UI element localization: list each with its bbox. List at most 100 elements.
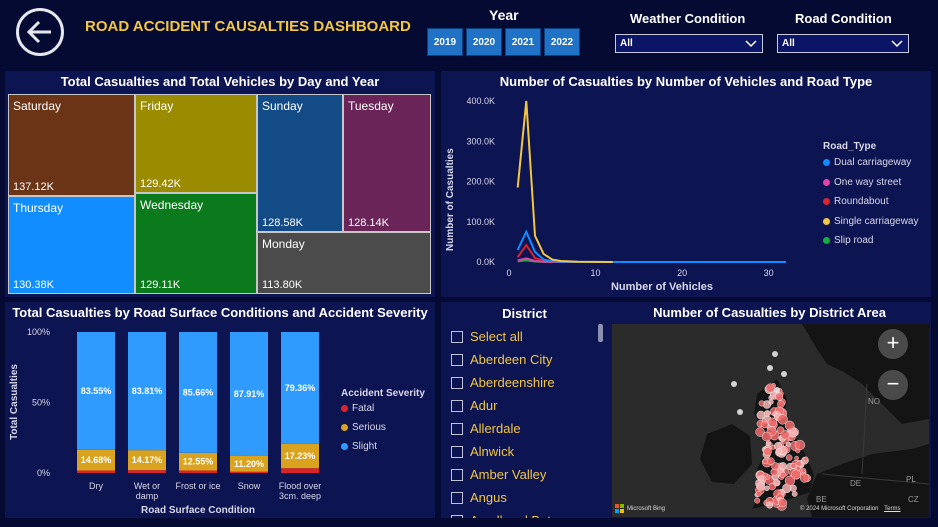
checkbox[interactable] <box>451 491 463 504</box>
line-legend-item[interactable]: Slip road <box>823 235 873 246</box>
treemap-cell-label: Thursday <box>13 201 64 215</box>
bar-legend-item[interactable]: Fatal <box>341 403 374 414</box>
zoom-in-button[interactable]: + <box>878 329 908 359</box>
treemap-cell-wednesday[interactable]: Wednesday 129.11K <box>135 193 257 294</box>
microsoft-logo-icon <box>615 504 624 513</box>
treemap-cell-thursday[interactable]: Thursday 130.38K <box>8 196 135 294</box>
map-canvas[interactable]: NO DE PL BE CZ + − Microsoft Bing © 2024… <box>612 324 929 517</box>
zoom-out-button[interactable]: − <box>878 370 908 400</box>
treemap-cell-tuesday[interactable]: Tuesday 128.14K <box>343 94 431 232</box>
map-bubble <box>777 414 788 425</box>
line-y-tick-label: 100.0K <box>466 217 495 227</box>
district-item[interactable]: Adur <box>451 398 497 413</box>
map-border <box>861 383 868 475</box>
treemap-cell-friday[interactable]: Friday 129.42K <box>135 94 257 193</box>
map-bubble <box>763 447 772 456</box>
checkbox[interactable] <box>451 353 463 366</box>
year-button-2021[interactable]: 2021 <box>505 28 541 56</box>
line-y-tick-label: 400.0K <box>466 96 495 106</box>
bar-data-label: 79.36% <box>285 383 316 393</box>
checkbox[interactable] <box>451 445 463 458</box>
line-legend-item[interactable]: Single carriageway <box>823 216 919 227</box>
map-bubble <box>794 455 799 461</box>
map-bubble <box>758 400 765 407</box>
road-condition-dropdown[interactable]: All <box>777 34 909 53</box>
year-button-2019[interactable]: 2019 <box>427 28 463 56</box>
map-bubble <box>766 457 775 466</box>
map-bubble <box>737 409 743 415</box>
district-item[interactable]: Aberdeen City <box>451 352 552 367</box>
treemap-cell-value: 113.80K <box>262 279 303 291</box>
treemap-cell-saturday[interactable]: Saturday 137.12K <box>8 94 135 196</box>
checkbox[interactable] <box>451 376 463 389</box>
bar-segment-serious <box>281 443 319 469</box>
map-land-ireland <box>700 424 752 484</box>
map-bubble <box>754 497 761 504</box>
map-terms-link[interactable]: Terms <box>884 506 901 512</box>
bar-category-label: 3cm. deep <box>279 491 321 501</box>
map-bubble <box>756 482 765 491</box>
treemap-cell-monday[interactable]: Monday 113.80K <box>257 232 431 294</box>
checkbox[interactable] <box>451 399 463 412</box>
line-y-tick-label: 300.0K <box>466 136 495 146</box>
district-item[interactable]: Amber Valley <box>451 467 546 482</box>
district-item[interactable]: Allerdale <box>451 421 521 436</box>
legend-label: Roundabout <box>834 196 889 207</box>
map-bubble <box>772 351 778 357</box>
map-bubble <box>779 471 786 478</box>
map-bubbles <box>731 351 812 511</box>
bar-category-label: Wet or <box>134 481 160 491</box>
bing-logo-text: Microsoft Bing <box>627 505 666 512</box>
weather-condition-dropdown[interactable]: All <box>615 34 763 53</box>
arrow-left-icon <box>26 20 51 44</box>
bar-data-label: 14.68% <box>81 455 112 465</box>
checkbox[interactable] <box>451 422 463 435</box>
map-bubble <box>803 456 809 462</box>
checkbox[interactable] <box>451 514 463 518</box>
line-chart-panel: Number of Casualties by Number of Vehicl… <box>441 71 931 297</box>
district-item[interactable]: Alnwick <box>451 444 514 459</box>
checkbox[interactable] <box>451 468 463 481</box>
line-legend-item[interactable]: Roundabout <box>823 196 889 207</box>
line-series-single-carriageway <box>516 100 613 263</box>
back-button[interactable] <box>16 8 64 56</box>
bar-data-label: 85.66% <box>183 387 214 397</box>
map-bubble <box>784 475 796 486</box>
district-item[interactable]: Select all <box>451 329 523 344</box>
line-legend-item[interactable]: Dual carriageway <box>823 157 911 168</box>
map-bubble <box>731 381 737 387</box>
treemap-cell-label: Friday <box>140 99 174 113</box>
bar-chart-ylabel: Total Casualties <box>9 364 20 440</box>
map-copyright: © 2024 Microsoft Corporation <box>800 506 879 512</box>
legend-label: Slight <box>352 441 378 452</box>
year-button-2022[interactable]: 2022 <box>544 28 580 56</box>
bar-data-label: 17.23% <box>285 451 316 461</box>
bar-legend-item[interactable]: Slight <box>341 441 377 452</box>
bar-legend-item[interactable]: Serious <box>341 422 386 433</box>
district-item-label: Alnwick <box>470 444 515 459</box>
bar-data-label: 87.91% <box>234 389 265 399</box>
map-bubble <box>777 400 785 408</box>
map-bubble <box>785 454 793 461</box>
bar-data-label: 83.81% <box>132 386 163 396</box>
line-legend-title: Road_Type <box>823 141 877 152</box>
bar-category-label: Flood over <box>279 481 322 491</box>
map-bubble <box>791 490 798 497</box>
checkbox[interactable] <box>451 330 463 343</box>
map-bubble <box>799 473 810 483</box>
district-item-label: Argyll and Bute <box>470 513 558 518</box>
legend-marker <box>823 159 830 166</box>
year-button-2020[interactable]: 2020 <box>466 28 502 56</box>
district-item[interactable]: Aberdeenshire <box>451 375 555 390</box>
bar-data-label: 14.17% <box>132 455 163 465</box>
chevron-down-icon <box>745 40 757 48</box>
treemap-cell-value: 137.12K <box>13 181 54 193</box>
district-scrollbar[interactable] <box>598 324 603 342</box>
line-legend-item[interactable]: One way street <box>823 177 901 188</box>
bar-category-label: Dry <box>89 481 103 491</box>
district-item[interactable]: Argyll and Bute <box>451 513 558 518</box>
map-bubble <box>789 484 797 492</box>
district-item[interactable]: Angus <box>451 490 507 505</box>
treemap-cell-sunday[interactable]: Sunday 128.58K <box>257 94 343 232</box>
bar-segment-fatal <box>77 470 115 473</box>
